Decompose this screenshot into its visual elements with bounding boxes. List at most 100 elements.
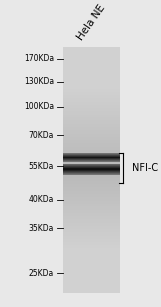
Bar <box>63 140 120 141</box>
Bar <box>63 232 120 233</box>
Bar <box>63 59 120 60</box>
Text: 25KDa: 25KDa <box>29 269 54 278</box>
Bar <box>63 150 120 151</box>
Bar <box>63 245 120 246</box>
Bar <box>63 222 120 223</box>
Bar <box>63 237 120 238</box>
Bar <box>63 148 120 149</box>
Bar <box>63 80 120 81</box>
Bar <box>63 69 120 70</box>
Bar <box>63 139 120 140</box>
Bar <box>63 184 120 185</box>
Bar <box>63 93 120 94</box>
Bar <box>63 208 120 210</box>
Bar <box>63 240 120 241</box>
Bar <box>63 284 120 285</box>
Bar <box>63 47 120 49</box>
Bar <box>63 113 120 114</box>
Bar <box>63 233 120 234</box>
Bar <box>63 275 120 277</box>
Bar <box>63 247 120 248</box>
Bar <box>63 216 120 217</box>
Bar <box>63 97 120 98</box>
Bar <box>63 194 120 195</box>
Bar <box>63 271 120 273</box>
Bar <box>63 175 120 176</box>
Bar <box>63 54 120 55</box>
Bar <box>63 71 120 72</box>
Bar <box>63 118 120 119</box>
Bar <box>63 250 120 251</box>
Bar <box>63 74 120 76</box>
Bar <box>63 266 120 268</box>
Bar <box>63 174 120 175</box>
Bar <box>63 153 120 154</box>
Bar <box>63 252 120 253</box>
Bar <box>63 214 120 215</box>
Bar <box>63 272 120 273</box>
Bar <box>63 215 120 216</box>
Bar <box>63 82 120 83</box>
Bar <box>63 130 120 131</box>
Bar <box>63 91 120 93</box>
Bar <box>63 285 120 286</box>
Bar <box>63 102 120 103</box>
Bar <box>63 190 120 191</box>
Bar <box>63 243 120 244</box>
Bar <box>63 241 120 242</box>
Bar <box>63 217 120 218</box>
Bar <box>63 203 120 204</box>
Text: 35KDa: 35KDa <box>28 223 54 233</box>
Bar <box>63 104 120 105</box>
Bar <box>63 94 120 95</box>
Bar <box>63 49 120 50</box>
Bar <box>63 163 120 165</box>
Bar <box>63 286 120 287</box>
Bar <box>63 96 120 98</box>
Bar <box>63 149 120 150</box>
Bar <box>63 158 120 159</box>
Bar <box>63 219 120 220</box>
Bar <box>63 67 120 68</box>
Bar <box>63 225 120 226</box>
Bar <box>63 292 120 293</box>
Bar <box>63 226 120 227</box>
Bar <box>63 200 120 201</box>
Bar <box>63 60 120 62</box>
Bar <box>63 127 120 128</box>
Bar <box>63 95 120 96</box>
Bar <box>63 69 120 71</box>
Bar <box>63 90 120 91</box>
Bar <box>63 210 120 211</box>
Bar <box>63 243 120 245</box>
Bar <box>63 185 120 187</box>
Bar <box>63 132 120 133</box>
Bar <box>63 144 120 145</box>
Bar <box>63 229 120 230</box>
Bar <box>63 79 120 80</box>
Bar <box>63 154 120 155</box>
Bar <box>63 86 120 87</box>
Bar <box>63 62 120 63</box>
Bar <box>63 261 120 262</box>
Bar <box>63 99 120 100</box>
Bar <box>63 239 120 241</box>
Bar <box>63 204 120 205</box>
Bar <box>63 116 120 117</box>
Text: 130KDa: 130KDa <box>24 77 54 86</box>
Bar <box>63 253 120 255</box>
Bar <box>63 280 120 282</box>
Bar <box>63 263 120 264</box>
Bar <box>63 107 120 108</box>
Bar <box>63 170 120 171</box>
Bar <box>63 132 120 134</box>
Bar <box>63 73 120 74</box>
Bar <box>63 100 120 102</box>
Bar <box>63 211 120 212</box>
Bar <box>63 138 120 139</box>
Bar <box>63 87 120 88</box>
Bar <box>63 52 120 53</box>
Bar <box>63 218 120 219</box>
Bar <box>63 167 120 168</box>
Bar <box>63 145 120 146</box>
